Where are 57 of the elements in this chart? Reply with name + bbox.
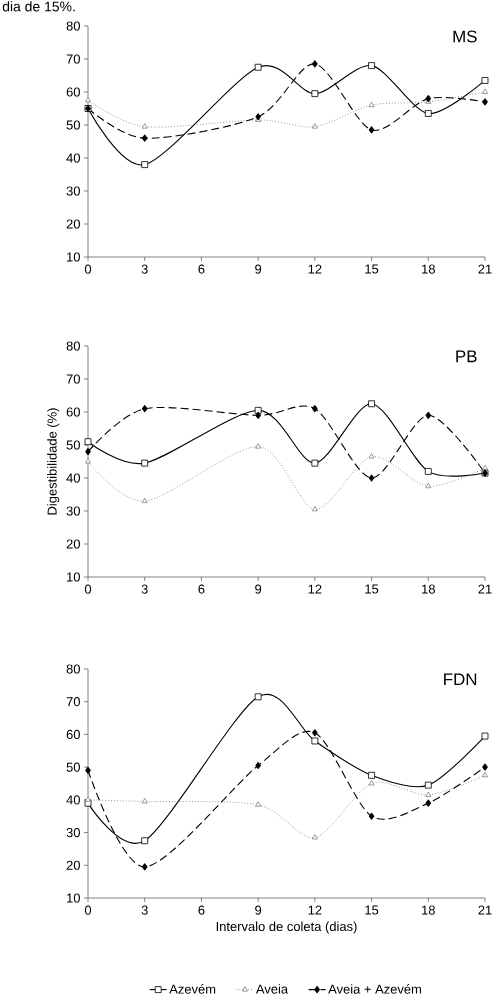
x-tick-label: 0 [84,905,92,915]
y-tick-label: 70 [66,374,80,384]
y-tick-label: 40 [66,473,80,483]
x-tick-label: 21 [478,584,492,594]
x-tick-label: 18 [422,584,435,594]
y-tick-label: 30 [66,827,80,838]
x-tick-label: 18 [422,264,435,274]
x-tick-label: 0 [84,584,92,594]
x-tick-label: 9 [255,905,262,915]
y-tick-label: 80 [66,21,80,31]
y-tick-label: 80 [66,341,80,351]
legend-label: Aveia + Azevém [328,984,422,994]
y-tick-label: 40 [66,153,80,163]
y-tick-label: 50 [66,762,80,772]
x-tick-label: 9 [255,584,262,594]
legend-label: Azevém [169,984,216,994]
x-tick-label: 21 [478,264,492,274]
y-tick-label: 40 [66,795,80,805]
chart-title: MS [453,30,477,43]
text: dia de 15%. [2,1,75,12]
y-tick-label: 20 [66,219,80,229]
x-tick-label: 15 [365,905,379,915]
x-tick-label: 15 [365,584,379,594]
x-tick-label: 12 [308,264,322,274]
legend-label: Aveia [255,984,289,994]
x-tick-label: 3 [141,905,148,915]
y-tick-label: 50 [66,440,80,450]
y-tick-label: 10 [67,893,80,903]
x-tick-label: 3 [141,264,148,274]
x-tick-label: 0 [84,264,92,274]
x-tick-label: 12 [308,905,322,915]
x-tick-label: 6 [198,264,205,274]
x-tick-label: 6 [198,905,205,915]
x-tick-label: 3 [141,584,148,594]
x-tick-label: 15 [365,264,379,274]
chart-title: FDN [444,673,477,686]
x-tick-label: 21 [478,905,492,915]
y-axis-title: Digestibilidade (%) [47,408,60,515]
y-tick-label: 70 [66,697,80,707]
y-tick-label: 10 [67,252,80,262]
y-tick-label: 70 [66,54,80,64]
x-tick-label: 6 [198,584,205,594]
y-tick-label: 80 [66,664,80,674]
y-tick-label: 20 [66,539,80,549]
x-axis-title: Intervalo de coleta (dias) [216,921,357,934]
x-tick-label: 12 [308,584,322,594]
chart-title: PB [456,350,477,363]
y-tick-label: 50 [66,120,80,130]
y-tick-label: 60 [66,729,80,740]
y-tick-label: 60 [66,87,80,97]
y-tick-label: 30 [66,506,80,516]
x-tick-label: 9 [255,264,262,274]
y-tick-label: 30 [66,186,80,196]
x-tick-label: 18 [422,905,435,915]
y-tick-label: 10 [67,572,80,582]
y-tick-label: 60 [66,407,80,417]
y-tick-label: 20 [66,860,80,870]
